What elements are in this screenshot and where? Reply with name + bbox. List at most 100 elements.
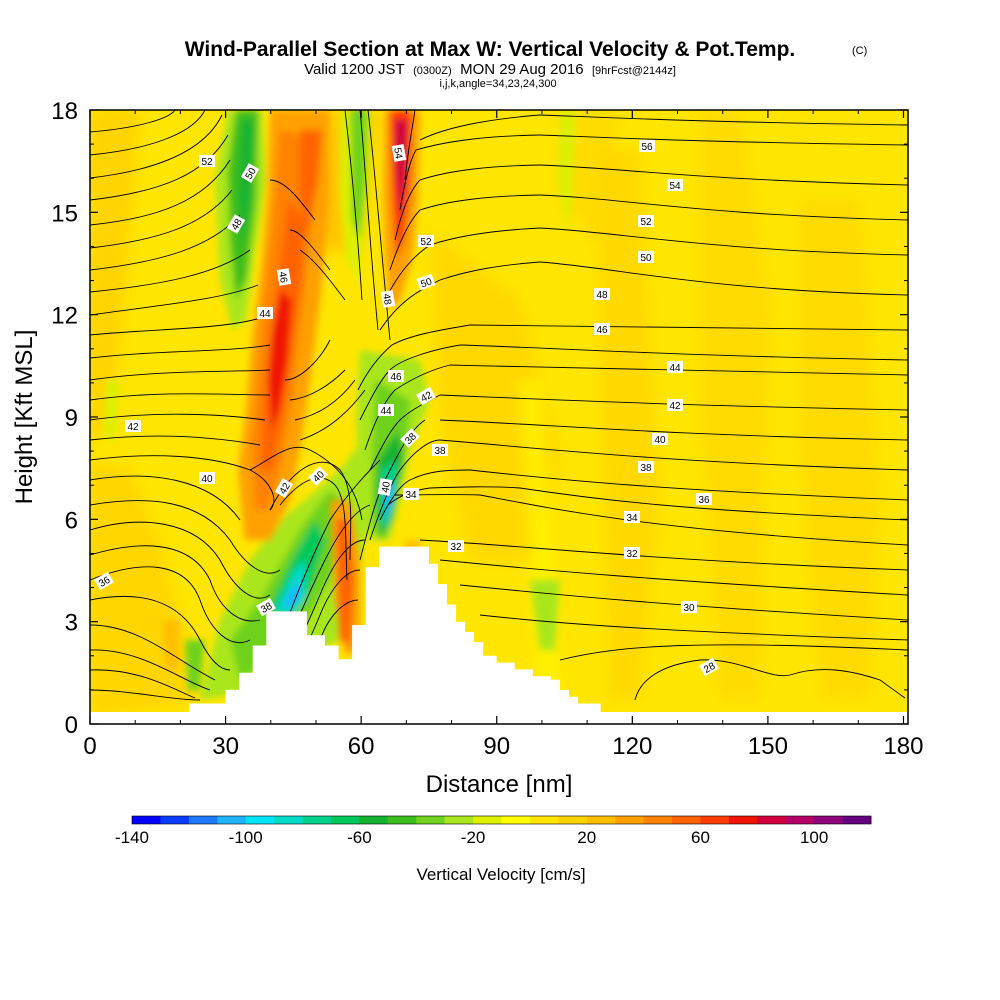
downdraft-regions [104,110,576,700]
contour-label: 44 [667,361,683,374]
y-tick-label: 18 [51,98,78,125]
contour-label-text: 52 [420,237,432,248]
contour-label-text: 28 [702,661,718,676]
contour-label: 36 [696,493,712,506]
contour-label: 44 [378,404,394,417]
contour-label: 36 [94,571,114,591]
colorbar-tick-label: -100 [229,828,263,847]
colorbar-swatch [672,816,701,824]
contour-label-bg [624,547,640,559]
colorbar-swatch [302,816,332,824]
contour-label-text: 48 [596,290,608,301]
colorbar-swatch [501,816,531,824]
colorbar-swatch [529,816,559,824]
contour-label-bg [681,601,697,613]
y-tick-label: 6 [65,507,78,534]
x-tick-label: 60 [348,733,375,760]
contour-label-text: 44 [380,406,392,417]
terrain-mask [90,546,908,724]
colorbar-tick-label: 100 [800,828,828,847]
contour-label: 38 [432,444,448,457]
contour-label: 42 [667,399,683,412]
contour-label-text: 52 [201,157,213,168]
contour-label-text: 38 [640,463,652,474]
subtitle-params: i,j,k,angle=34,23,24,300 [439,78,556,90]
contour-label-bg [639,140,655,152]
contour-label: 48 [380,290,396,308]
contour-label-bg [94,571,114,591]
contour-label-text: 40 [654,435,666,446]
contour-label: 48 [594,288,610,301]
colorbar-swatch [359,816,389,824]
contour-label-text: 50 [419,276,434,290]
contour-label: 42 [125,420,141,433]
x-tick-label: 90 [483,733,510,760]
colorbar-swatch [785,816,815,824]
title-copyright-mark: (C) [852,45,867,57]
contour-label-text: 32 [450,542,462,553]
colorbar-swatch [473,816,502,824]
contour-label: 52 [418,235,434,248]
contour-label-bg [274,478,294,498]
contour-label-bg [638,461,654,473]
colorbar-swatch [586,816,616,824]
contour-label-text: 52 [640,217,652,228]
contour-label: 54 [391,144,407,162]
terrain-base [90,712,908,724]
colorbar-swatch [757,816,787,824]
contour-label-bg [276,268,292,286]
colorbar: -140 -100 -60 -20 20 60 100 [115,815,872,847]
x-tick-label: 180 [883,733,923,760]
contour-label-text: 30 [683,603,695,614]
contour-label-bg [418,235,434,247]
contour-label: 40 [652,433,668,446]
contour-label: 44 [257,307,273,320]
chart-subtitle: Valid 1200 JST (0300Z) MON 29 Aug 2016 [… [304,61,676,78]
x-tick-label: 150 [748,733,788,760]
colorbar-swatch [217,816,247,824]
colorbar-swatch [387,816,417,824]
contour-label-text: 34 [626,513,638,524]
colorbar-label: Vertical Velocity [cm/s] [416,865,585,884]
colorbar-swatch [700,816,730,824]
contour-label-bg [388,370,404,382]
contour-label-text: 46 [390,372,402,383]
y-axis-label: Height [Kft MSL] [11,330,38,505]
contour-label-bg [638,251,654,263]
contour-label: 50 [638,251,654,264]
contour-label-text: 38 [259,601,275,616]
contour-label-bg [416,386,436,406]
contour-label: 52 [199,155,215,168]
subtitle-forecast: [9hrFcst@2144z] [592,65,676,77]
x-axis-label: Distance [nm] [426,771,573,798]
contour-label: 34 [624,511,640,524]
contour-label-text: 38 [434,446,446,457]
contour-label-bg [696,493,712,505]
plot-area: 52 50 48 46 44 42 40 38 36 38 42 40 54 52 50 48 46 44 42 38… [90,110,908,724]
colorbar-swatch [814,816,843,824]
colorbar-tick-label: 20 [577,828,596,847]
colorbar-swatch [416,816,446,824]
contour-label-text: 48 [230,217,245,233]
x-tick-label: 120 [612,733,652,760]
contour-label: 38 [638,461,654,474]
contour-label-text: 36 [698,495,710,506]
contour-label-text: 56 [641,142,653,153]
colorbar-tick-label: -20 [461,828,486,847]
x-tick-label: 0 [83,733,96,760]
contour-label: 52 [638,215,654,228]
colorbar-tick-label: 60 [691,828,710,847]
contour-label: 28 [699,657,719,677]
contour-label-bg [125,420,141,432]
contour-label-bg [594,323,610,335]
contour-label: 56 [639,140,655,153]
contour-label-text: 40 [201,474,213,485]
contour-label: 42 [274,478,294,498]
colorbar-swatch [842,816,872,824]
contour-label-text: 44 [259,309,271,320]
contour-label: 42 [416,386,436,406]
contour-label-bg [448,540,464,552]
contour-label-text: 42 [669,401,681,412]
